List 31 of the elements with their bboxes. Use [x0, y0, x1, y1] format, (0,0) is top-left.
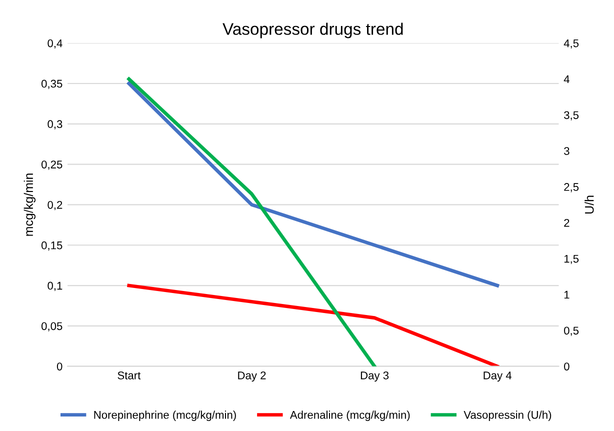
- y2-tick-label: 3,5: [564, 111, 579, 120]
- line-series: [127, 82, 500, 288]
- y-tick-label: 0,25: [41, 160, 62, 170]
- y-tick-label: 0,4: [48, 39, 62, 49]
- legend-label: Adrenaline (mcg/kg/min): [290, 410, 410, 421]
- y2-tick-label: 3: [564, 147, 570, 155]
- y2-axis-title: U/h: [584, 196, 594, 214]
- x-tick-label: Start: [118, 372, 141, 380]
- y-tick-label: 0,05: [41, 322, 62, 332]
- chart-title: Vasopressor drugs trend: [222, 22, 403, 38]
- y2-tick-label: 0: [564, 362, 570, 370]
- y-tick-label: 0: [56, 362, 62, 370]
- y2-tick-label: 4,5: [564, 39, 579, 49]
- legend-label: Norepinephrine (mcg/kg/min): [94, 410, 236, 421]
- y-tick-label: 0,1: [48, 282, 62, 291]
- legend-label: Vasopressin (U/h): [464, 410, 552, 421]
- y2-tick-label: 2,5: [564, 183, 579, 192]
- y-tick-label: 0,2: [48, 200, 62, 210]
- y2-tick-label: 0,5: [564, 326, 579, 336]
- line-series: [127, 284, 500, 366]
- y-axis-title: mcg/kg/min: [24, 174, 36, 236]
- y-tick-label: 0,15: [41, 241, 62, 251]
- y2-tick-label: 1,5: [564, 254, 579, 264]
- x-tick-label: Day 2: [238, 372, 266, 382]
- y2-tick-label: 4: [564, 75, 570, 84]
- y2-tick-label: 1: [564, 290, 570, 299]
- x-tick-label: Day 4: [484, 372, 512, 382]
- x-tick-label: Day 3: [360, 372, 389, 382]
- y-tick-label: 0,3: [48, 120, 62, 130]
- y-tick-label: 0,35: [41, 80, 62, 89]
- y2-tick-label: 2: [564, 218, 570, 227]
